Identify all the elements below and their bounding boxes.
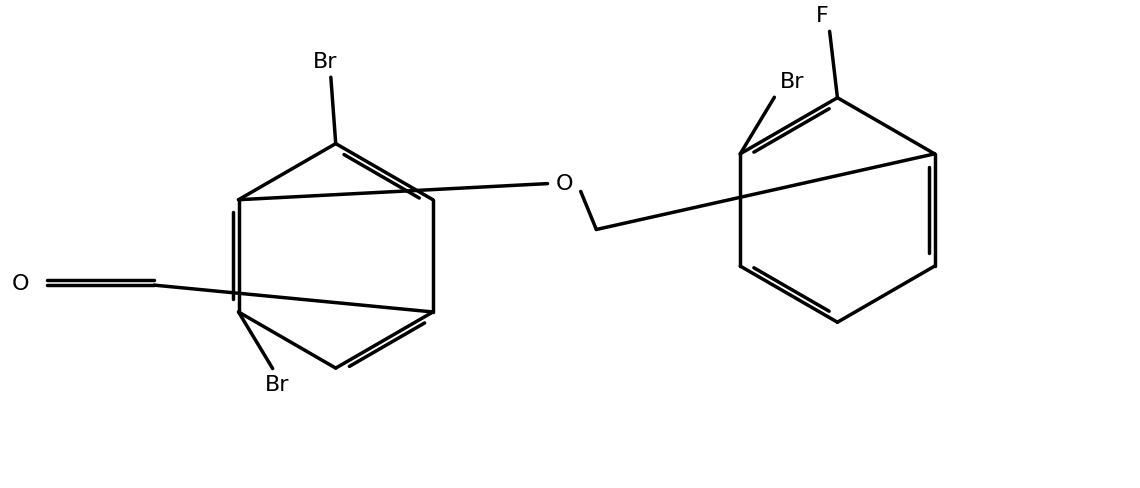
Text: O: O: [11, 274, 30, 294]
Text: Br: Br: [312, 52, 337, 72]
Text: O: O: [555, 173, 573, 193]
Text: Br: Br: [780, 72, 805, 92]
Text: Br: Br: [266, 375, 290, 395]
Text: F: F: [815, 6, 828, 26]
